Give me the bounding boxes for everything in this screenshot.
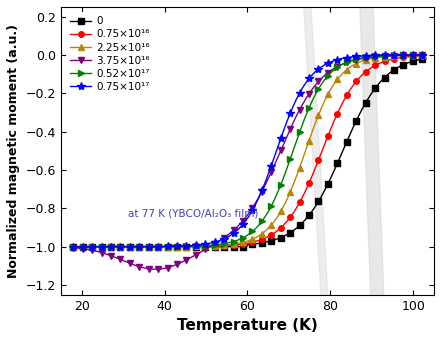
0.75×10¹⁶ [279, 225, 284, 229]
0.52×10¹⁷ [279, 180, 284, 184]
X-axis label: Temperature (K): Temperature (K) [177, 318, 318, 333]
Y-axis label: Normalized magnetic moment (a.u.): Normalized magnetic moment (a.u.) [7, 24, 20, 278]
0.75×10¹⁷ [280, 130, 286, 134]
0.75×10¹⁷ [72, 245, 77, 249]
Line: 3.75×10¹⁶: 3.75×10¹⁶ [71, 52, 429, 272]
2.25×10¹⁶ [286, 193, 292, 197]
0.75×10¹⁷ [279, 133, 284, 137]
Line: 2.25×10¹⁶: 2.25×10¹⁶ [71, 52, 429, 250]
0.52×10¹⁷ [280, 177, 286, 181]
Line: 0.75×10¹⁷: 0.75×10¹⁷ [69, 51, 430, 251]
0.75×10¹⁷ [286, 114, 292, 118]
3.75×10¹⁶ [280, 143, 286, 147]
Ellipse shape [261, 0, 359, 340]
Line: 0.52×10¹⁷: 0.52×10¹⁷ [71, 52, 429, 250]
Text: at 77 K (YBCO/Al₂O₃ film): at 77 K (YBCO/Al₂O₃ film) [128, 208, 258, 218]
0 [279, 235, 284, 239]
0 [423, 56, 428, 61]
0.75×10¹⁶ [390, 57, 396, 61]
3.75×10¹⁶ [423, 53, 428, 57]
0 [71, 245, 76, 249]
3.75×10¹⁶ [71, 246, 76, 250]
Line: 0: 0 [71, 55, 429, 250]
3.75×10¹⁶ [282, 140, 287, 144]
0.75×10¹⁷ [390, 53, 396, 57]
3.75×10¹⁶ [391, 54, 396, 58]
0.75×10¹⁷ [71, 245, 76, 249]
3.75×10¹⁶ [288, 127, 293, 131]
0 [72, 245, 77, 249]
0.52×10¹⁷ [368, 55, 373, 59]
0 [368, 93, 373, 97]
0.75×10¹⁶ [280, 223, 286, 227]
0.75×10¹⁷ [368, 53, 373, 57]
0.75×10¹⁶ [368, 66, 373, 70]
0.75×10¹⁶ [286, 217, 292, 221]
0.52×10¹⁷ [286, 160, 292, 165]
Line: 0.75×10¹⁶: 0.75×10¹⁶ [71, 53, 429, 250]
2.25×10¹⁶ [423, 53, 428, 57]
0.75×10¹⁷ [423, 53, 428, 57]
0.75×10¹⁶ [72, 245, 77, 249]
2.25×10¹⁶ [72, 245, 77, 249]
2.25×10¹⁶ [368, 57, 373, 61]
0 [286, 231, 292, 235]
2.25×10¹⁶ [279, 207, 284, 211]
Legend: 0, 0.75×10¹⁶, 2.25×10¹⁶, 3.75×10¹⁶, 0.52×10¹⁷, 0.75×10¹⁷: 0, 0.75×10¹⁶, 2.25×10¹⁶, 3.75×10¹⁶, 0.52… [66, 12, 154, 96]
3.75×10¹⁶ [369, 55, 374, 59]
3.75×10¹⁶ [152, 267, 157, 271]
0.75×10¹⁶ [423, 54, 428, 58]
0.75×10¹⁶ [71, 245, 76, 249]
0.52×10¹⁷ [390, 53, 396, 57]
2.25×10¹⁶ [280, 205, 286, 209]
Ellipse shape [300, 0, 441, 340]
0 [390, 69, 396, 73]
0.52×10¹⁷ [71, 245, 76, 249]
3.75×10¹⁶ [72, 246, 77, 250]
0 [280, 235, 286, 239]
0.52×10¹⁷ [423, 53, 428, 57]
0.52×10¹⁷ [72, 245, 77, 249]
2.25×10¹⁶ [390, 54, 396, 58]
2.25×10¹⁶ [71, 245, 76, 249]
